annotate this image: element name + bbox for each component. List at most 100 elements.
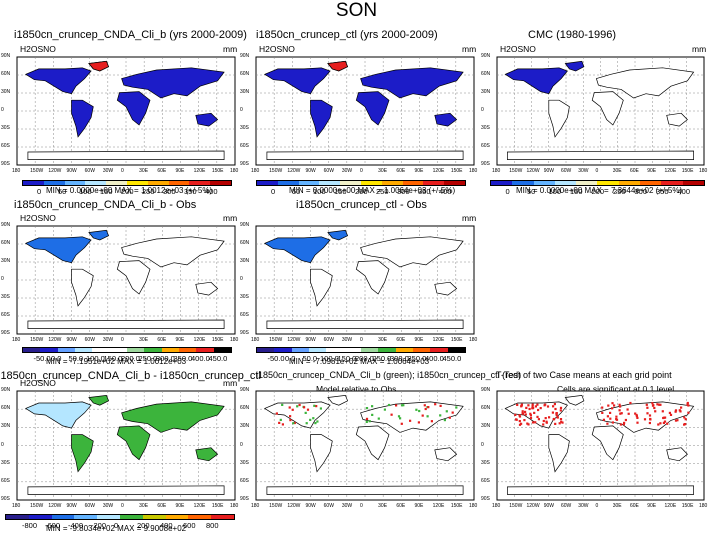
- colorbar-swatch: [257, 348, 275, 352]
- grid-cell-mark: [559, 409, 562, 412]
- land-region: [266, 150, 464, 160]
- lat-tick-label: 60N: [240, 405, 250, 412]
- lat-tick-label: 90S: [1, 161, 10, 167]
- lon-tick-label: 60E: [157, 168, 167, 174]
- colorbar-swatch: [188, 515, 212, 519]
- grid-cell-mark: [371, 413, 374, 416]
- grid-cell-mark: [515, 418, 518, 421]
- grid-cell-mark: [292, 422, 295, 425]
- grid-cell-mark: [643, 418, 647, 421]
- colorbar-swatch: [340, 181, 361, 185]
- grid-cell-mark: [518, 415, 522, 418]
- min-max-label: MIN = 0.0000e+00 MAX = 7.3644e+02 (+/-5%…: [516, 186, 683, 195]
- lon-tick-label: 150E: [211, 503, 224, 509]
- lon-tick-label: 120W: [526, 168, 540, 174]
- colorbar-swatch: [92, 348, 110, 352]
- land-region: [310, 434, 333, 473]
- lon-tick-label: 60W: [561, 168, 572, 174]
- land-region: [24, 236, 92, 264]
- land-region: [310, 99, 333, 138]
- lon-tick-label: 30W: [102, 168, 114, 174]
- colorbar-tick-label: 350.0: [173, 354, 193, 363]
- colorbar-tick-label: 200: [121, 187, 134, 196]
- panel-subtitle: Model relative to Obs: [316, 384, 397, 394]
- lat-tick-label: 90N: [240, 53, 250, 59]
- grid-cell-mark: [387, 403, 391, 407]
- lon-tick-label: 150E: [211, 168, 224, 174]
- colorbar-tick-label: 0.0: [285, 354, 296, 363]
- colorbar: [490, 180, 705, 186]
- land-region: [360, 67, 464, 99]
- colorbar-swatch: [533, 181, 555, 185]
- grid-cell-mark: [620, 412, 623, 415]
- colorbar-tick-label: 0: [114, 521, 119, 530]
- land-region: [263, 67, 331, 95]
- grid-cell-mark: [409, 419, 412, 422]
- colorbar-tick-label: 400: [439, 187, 452, 196]
- lon-tick-label: 30W: [341, 503, 353, 509]
- colorbar-swatch: [74, 515, 98, 519]
- lon-tick-label: 90W: [305, 337, 316, 343]
- land-region: [88, 395, 110, 406]
- colorbar-tick-label: 200: [137, 521, 150, 530]
- colorbar-swatch: [142, 515, 166, 519]
- units-label: mm: [223, 44, 238, 54]
- grid-cell-mark: [559, 418, 563, 421]
- colorbar-tick-label: 100.0: [86, 354, 105, 363]
- world-map: [255, 225, 475, 335]
- grid-cell-mark: [618, 403, 621, 406]
- greenland-region: [88, 60, 110, 72]
- land-region: [116, 260, 151, 295]
- grid-cell-mark: [443, 419, 446, 422]
- lat-tick-label: 60N: [240, 71, 250, 77]
- grid-cell-mark: [426, 415, 429, 418]
- grid-cell-mark: [521, 410, 524, 413]
- grid-cell-mark: [654, 410, 657, 413]
- land-region: [121, 67, 225, 99]
- grid-cell-mark: [615, 418, 618, 421]
- lat-tick-label: 90N: [1, 387, 11, 393]
- lon-tick-label: 150W: [509, 503, 523, 509]
- colorbar-tick-label: 250.0: [138, 354, 158, 363]
- grid-cell-mark: [546, 405, 550, 408]
- lat-tick-label: 30N: [481, 89, 491, 95]
- world-map: [255, 390, 475, 501]
- lat-tick-label: 30S: [1, 125, 10, 131]
- grid-cell-mark: [555, 412, 558, 415]
- grid-cell-mark: [529, 416, 533, 420]
- colorbar: [22, 180, 232, 186]
- colorbar-swatch: [28, 515, 52, 519]
- grid-cell-mark: [518, 414, 521, 417]
- lat-tick-label: 90S: [1, 330, 10, 336]
- colorbar-swatch: [661, 181, 683, 185]
- grid-cell-mark: [687, 411, 690, 414]
- grid-cell-mark: [551, 411, 554, 414]
- lon-tick-label: 180: [12, 168, 21, 174]
- colorbar-swatch: [447, 348, 465, 352]
- grid-cell-mark: [298, 403, 301, 407]
- land-region: [71, 434, 94, 473]
- lon-tick-label: 0: [595, 503, 599, 509]
- colorbar-tick-label: 100: [79, 187, 92, 196]
- lat-tick-label: 90N: [481, 387, 491, 393]
- grid-cell-mark: [279, 418, 282, 421]
- grid-cell-mark: [611, 402, 614, 405]
- colorbar-tick-label: 350: [184, 187, 197, 196]
- grid-cell-mark: [668, 411, 671, 414]
- min-max-label: MIN = -7.0981e+02 MAX = 1.0064e+03: [289, 357, 430, 366]
- grid-cell-mark: [395, 404, 398, 407]
- lon-tick-label: 120W: [48, 168, 62, 174]
- lat-tick-label: 60N: [240, 240, 250, 246]
- lon-tick-label: 150E: [211, 337, 224, 343]
- land-region: [564, 395, 585, 406]
- lat-tick-label: 0: [1, 107, 4, 113]
- lon-tick-label: 120W: [287, 337, 301, 343]
- grid-cell-mark: [666, 422, 669, 425]
- variable-label: H2OSNO: [259, 44, 295, 54]
- units-label: mm: [462, 213, 477, 223]
- lon-tick-label: 90E: [414, 503, 424, 509]
- lon-tick-label: 90E: [647, 503, 657, 509]
- grid-cell-mark: [305, 422, 308, 425]
- lon-tick-label: 60W: [323, 337, 334, 343]
- min-max-label: MIN = 0.0000e+00 MAX = 1.0012e+03 (+/-5%…: [46, 186, 213, 195]
